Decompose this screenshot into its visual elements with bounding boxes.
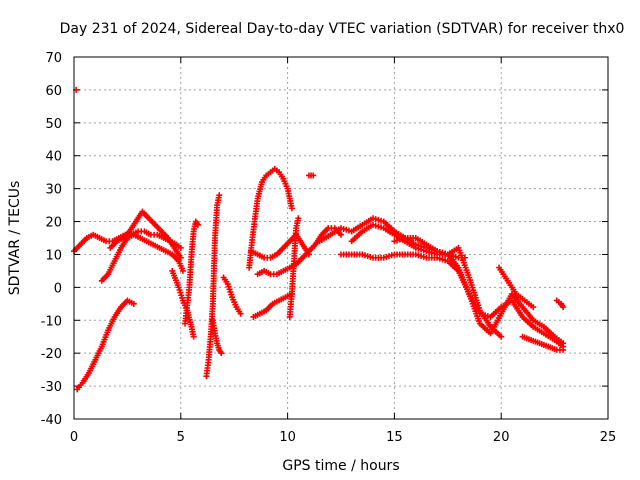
series-arc-8 [209,317,225,357]
chart-title: Day 231 of 2024, Sidereal Day-to-day VTE… [60,21,625,37]
data-point [190,333,197,340]
y-tick-label: -30 [41,380,62,395]
data-point [194,221,201,228]
data-point [237,310,244,317]
data-point [498,333,505,340]
series-arc-3 [98,231,186,284]
series-arc-17 [338,251,567,350]
x-tick-label: 10 [279,430,296,445]
data-point [338,231,344,238]
data-point [530,304,537,311]
series-arc-10 [246,165,295,271]
axis-ticks: 0 5 10 15 20 25 -40 -30 -20 -10 0 10 20 30 40 50 60 70 [41,51,617,445]
y-tick-label: 70 [45,51,62,66]
y-tick-label: 20 [45,216,62,231]
y-tick-label: -40 [41,413,62,428]
data-point [218,350,225,357]
series-arc-21 [519,333,567,353]
series-arc-11 [250,290,295,320]
data-point [177,254,184,261]
grid [74,57,608,419]
y-tick-label: 30 [45,183,62,198]
series-arc-14 [286,215,302,320]
series-arc-20 [496,264,537,311]
data-point [310,172,317,179]
x-tick-label: 0 [70,430,78,445]
data-point [560,340,567,347]
series-arc-15 [305,172,317,179]
y-tick-label: 10 [45,248,62,263]
plot-frame [73,56,609,420]
data-marks [71,86,567,393]
y-tick-label: -10 [41,314,62,329]
data-point [560,304,567,311]
y-axis-label: SDTVAR / TECUs [7,181,23,296]
series-arc-9 [220,274,244,317]
x-axis-label: GPS time / hours [282,458,399,474]
y-tick-label: -20 [41,347,62,362]
y-tick-label: 50 [45,117,62,132]
series-arc-2 [74,297,137,393]
data-point [288,205,295,212]
y-tick-label: 60 [45,84,62,99]
series-arc-19 [391,235,505,340]
data-point [560,346,567,353]
data-point [216,192,223,199]
data-point [177,244,184,251]
series-arc-7 [203,192,223,380]
data-point [295,215,302,222]
series-arc-4 [107,208,184,261]
x-tick-label: 5 [177,430,185,445]
data-point [130,300,137,307]
x-tick-label: 20 [493,430,510,445]
x-tick-label: 25 [600,430,617,445]
y-tick-label: 40 [45,150,62,165]
x-tick-label: 15 [386,430,403,445]
y-tick-label: 0 [54,281,62,296]
series-arc-22 [553,297,567,311]
series-arc-5 [169,267,197,340]
series-arc-6 [182,218,201,327]
data-point [179,267,186,274]
